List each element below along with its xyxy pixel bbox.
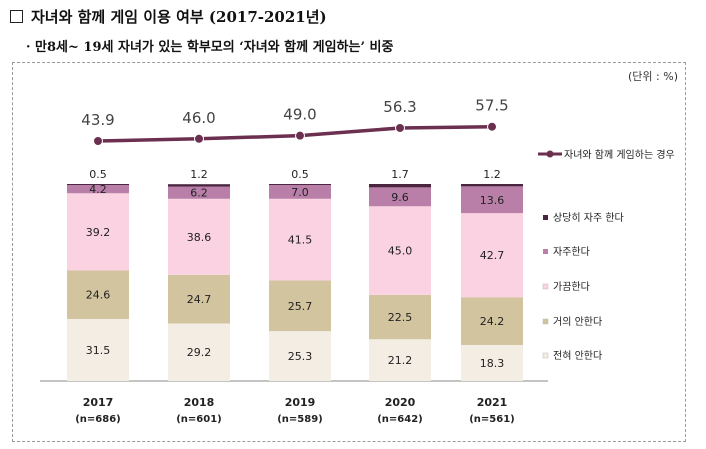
x-tick-label-2018: 2018 (184, 396, 215, 409)
data-label-2018-series-3: 6.2 (190, 187, 208, 200)
bar-2021-series-1 (461, 297, 523, 345)
data-label-2018-series-2: 38.6 (187, 231, 212, 244)
legend-swatch-2 (542, 283, 549, 290)
data-label-2018-series-0: 29.2 (187, 346, 212, 359)
bar-2018-series-0 (168, 323, 230, 381)
data-label-2017-series-0: 31.5 (86, 344, 111, 357)
x-tick-label-2017: 2017 (83, 396, 114, 409)
line-label-2018: 46.0 (182, 109, 215, 127)
data-label-2018-series-4: 1.2 (190, 168, 208, 181)
data-label-2020-series-3: 9.6 (391, 191, 409, 204)
bar-2017-series-2 (67, 193, 129, 271)
unit-label: (단위 : %) (628, 70, 678, 83)
sample-size-2017: (n=686) (75, 414, 121, 425)
legend-line-label: 자녀와 함께 게임하는 경우 (564, 148, 675, 161)
line-label-2017: 43.9 (81, 111, 114, 129)
bar-2017-series-3 (67, 184, 129, 194)
chart-title-text: 자녀와 함께 게임 이용 여부 (2017-2021년) (31, 8, 327, 26)
data-label-2019-series-1: 25.7 (288, 300, 313, 313)
data-label-2019-series-4: 0.5 (291, 168, 309, 181)
chart-frame (12, 62, 686, 442)
x-tick-label-2021: 2021 (477, 396, 508, 409)
legend-swatch-3 (542, 318, 549, 325)
sample-size-2018: (n=601) (176, 414, 222, 425)
data-label-2017-series-3: 4.2 (89, 183, 107, 196)
legend-swatch-0 (543, 215, 548, 220)
line-point-2021 (487, 121, 497, 132)
data-label-2021-series-2: 42.7 (480, 249, 505, 262)
bar-2021-series-0 (461, 344, 523, 381)
line-point-2017 (93, 136, 103, 146)
chart-subtitle: · 만8세~ 19세 자녀가 있는 학부모의 ‘자녀와 함께 게임하는’ 비중 (26, 40, 394, 55)
line-point-2020 (395, 122, 405, 133)
bar-2019-series-3 (269, 184, 331, 199)
bar-2021-series-3 (461, 186, 523, 214)
legend-swatch-4 (542, 352, 549, 359)
bar-2019-series-1 (269, 280, 331, 332)
bar-2021-series-4 (461, 184, 523, 187)
bar-2017-series-1 (67, 270, 129, 319)
bar-2017-series-4 (67, 184, 129, 185)
data-label-2020-series-4: 1.7 (391, 168, 409, 181)
data-label-2018-series-1: 24.7 (187, 293, 212, 306)
legend-label-3: 거의 안한다 (553, 316, 602, 328)
sample-size-2020: (n=642) (377, 414, 423, 425)
line-label-2020: 56.3 (383, 98, 416, 116)
bar-2018-series-1 (168, 274, 230, 324)
bar-2019-series-4 (269, 184, 331, 185)
legend-label-4: 전혀 안한다 (553, 350, 602, 362)
data-label-2021-series-1: 24.2 (480, 315, 505, 328)
data-label-2021-series-0: 18.3 (480, 357, 505, 370)
data-label-2021-series-4: 1.2 (483, 168, 501, 181)
sample-size-2021: (n=561) (469, 414, 515, 425)
bar-2020-series-0 (369, 339, 431, 381)
legend-label-2: 가끔한다 (553, 281, 590, 293)
bar-2019-series-2 (269, 198, 331, 281)
legend-line-marker (546, 150, 554, 158)
x-tick-label-2019: 2019 (285, 396, 316, 409)
bar-2018-series-2 (168, 198, 230, 275)
bar-2018-series-4 (168, 184, 230, 187)
data-label-2020-series-2: 45.0 (388, 245, 413, 258)
x-tick-label-2020: 2020 (385, 396, 416, 409)
data-label-2017-series-2: 39.2 (86, 226, 111, 239)
bar-2019-series-0 (269, 331, 331, 381)
legend-swatch-1 (543, 249, 548, 254)
line-series-path (97, 124, 493, 143)
data-label-2017-series-4: 0.5 (89, 168, 107, 181)
bar-2021-series-2 (461, 213, 523, 298)
data-label-2017-series-1: 24.6 (86, 289, 111, 302)
bar-2020-series-1 (369, 294, 431, 340)
line-point-2019 (295, 130, 305, 141)
legend-label-0: 상당히 자주 한다 (553, 212, 624, 224)
checkbox-icon (10, 10, 23, 23)
data-label-2020-series-1: 22.5 (388, 311, 413, 324)
data-label-2019-series-2: 41.5 (288, 234, 313, 247)
line-label-2019: 49.0 (283, 106, 316, 124)
legend-label-1: 자주한다 (553, 246, 590, 258)
line-label-2021: 57.5 (475, 97, 508, 115)
data-label-2019-series-3: 7.0 (291, 186, 309, 199)
line-point-2018 (194, 133, 204, 144)
chart-title: 자녀와 함께 게임 이용 여부 (2017-2021년) (10, 6, 327, 27)
sample-size-2019: (n=589) (277, 414, 323, 425)
data-label-2021-series-3: 13.6 (480, 194, 505, 207)
bar-2017-series-0 (67, 318, 129, 381)
data-label-2019-series-0: 25.3 (288, 350, 313, 363)
data-label-2020-series-0: 21.2 (388, 354, 413, 367)
bar-2020-series-4 (369, 184, 431, 188)
bar-2020-series-3 (369, 187, 431, 207)
bar-2018-series-3 (168, 186, 230, 199)
bar-2020-series-2 (369, 206, 431, 295)
